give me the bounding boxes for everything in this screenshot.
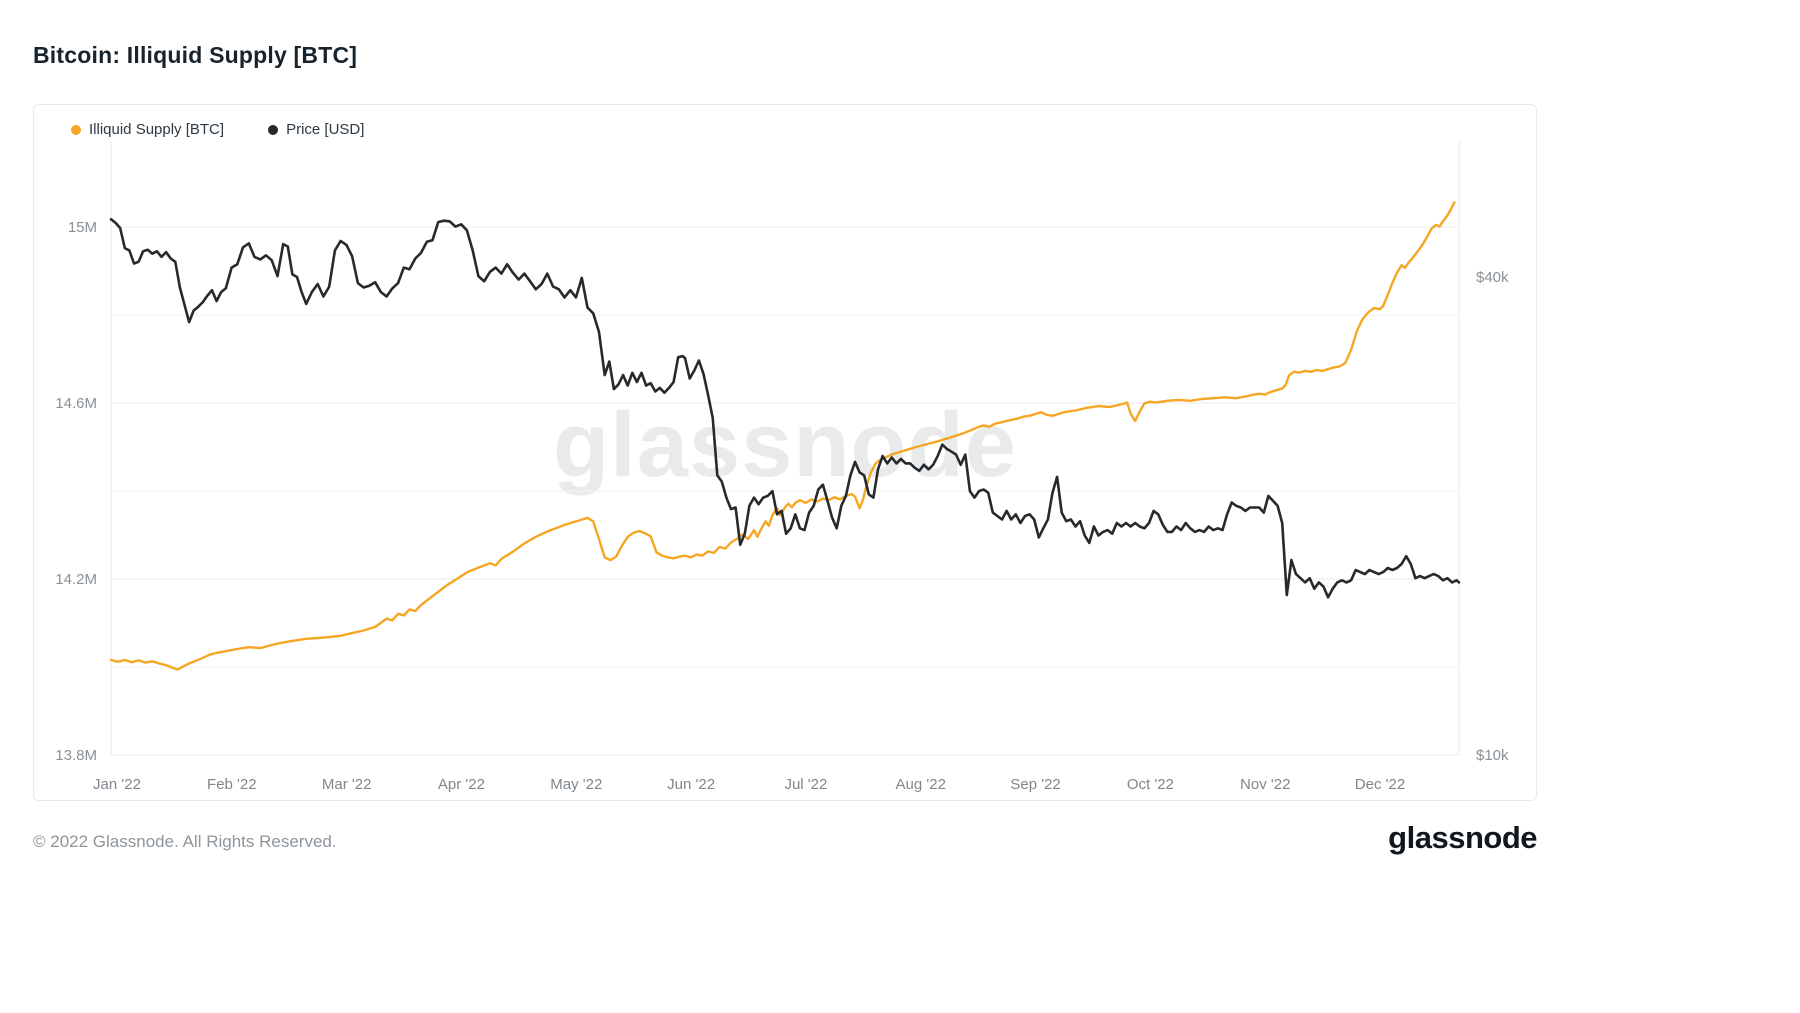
chart-panel: Illiquid Supply [BTC] Price [USD] glassn… (33, 104, 1537, 801)
legend-label-price: Price [USD] (286, 121, 365, 138)
x-axis-tick-label: Jul '22 (784, 776, 827, 793)
illiquid-supply-line (109, 201, 1456, 671)
x-axis-tick-label: Oct '22 (1127, 776, 1174, 793)
legend-item-price[interactable]: Price [USD] (268, 121, 364, 138)
legend-dot-illiquid-supply-icon (71, 124, 81, 135)
chart-canvas[interactable]: 15M 14.6M 14.2M 13.8M $40k $10k Jan '22 Feb '22… (34, 105, 1538, 802)
y-right-tick-label: $10k (1476, 747, 1509, 764)
y-left-tick-label: 15M (68, 219, 97, 236)
x-axis-tick-label: Aug '22 (896, 776, 946, 793)
page-title: Bitcoin: Illiquid Supply [BTC] (33, 42, 358, 68)
x-axis-tick-label: Mar '22 (322, 776, 372, 793)
legend-dot-price-icon (268, 124, 279, 135)
y-left-tick-label: 13.8M (55, 747, 97, 764)
x-axis-tick-label: Jun '22 (667, 776, 715, 793)
chart-legend: Illiquid Supply [BTC] Price [USD] (71, 121, 364, 138)
y-right-tick-label: $40k (1476, 269, 1509, 286)
legend-item-illiquid-supply[interactable]: Illiquid Supply [BTC] (71, 121, 224, 138)
x-axis-tick-label: Feb '22 (207, 776, 257, 793)
price-line (109, 217, 1461, 599)
y-left-tick-label: 14.2M (55, 571, 97, 588)
y-left-tick-label: 14.6M (55, 395, 97, 412)
x-axis-tick-label: Dec '22 (1355, 776, 1405, 793)
x-axis-tick-label: Jan '22 (93, 776, 141, 793)
x-axis-tick-label: Apr '22 (438, 776, 485, 793)
footer-copyright: © 2022 Glassnode. All Rights Reserved. (33, 832, 337, 851)
x-axis-tick-label: May '22 (550, 776, 602, 793)
x-axis-tick-label: Sep '22 (1010, 776, 1060, 793)
legend-label-illiquid-supply: Illiquid Supply [BTC] (89, 121, 225, 138)
x-axis-tick-label: Nov '22 (1240, 776, 1290, 793)
glassnode-watermark: glassnode (552, 394, 1017, 496)
glassnode-logo: glassnode (1388, 820, 1537, 855)
